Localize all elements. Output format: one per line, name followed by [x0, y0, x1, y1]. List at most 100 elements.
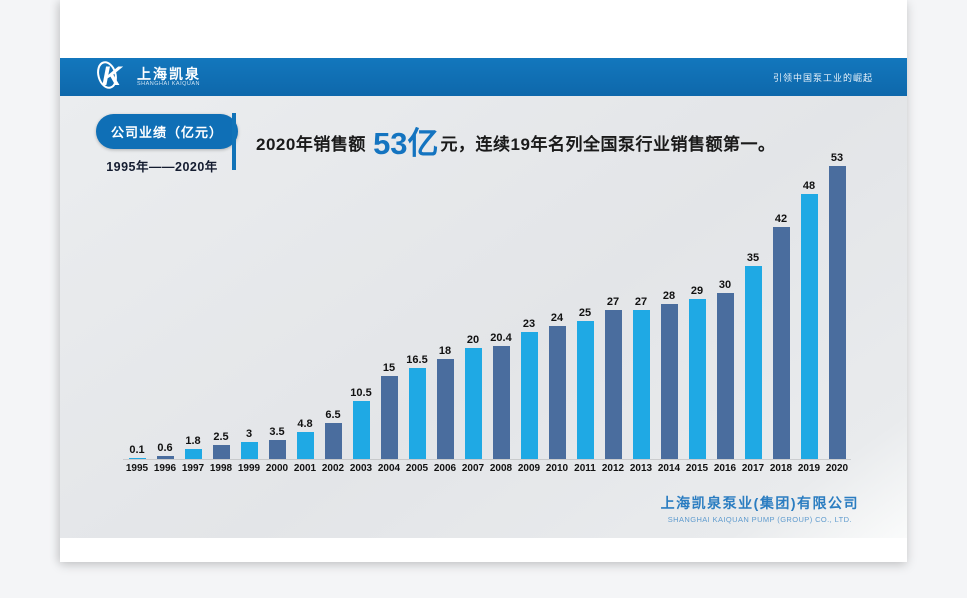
bar-column: 28: [655, 290, 683, 459]
footer-company: 上海凯泉泵业(集团)有限公司 SHANGHAI KAIQUAN PUMP (GR…: [661, 493, 859, 524]
bar-value-label: 24: [550, 312, 564, 324]
bar-value-label: 3.5: [269, 426, 285, 438]
bar-column: 2.5: [207, 431, 235, 459]
x-tick-label: 2011: [574, 463, 596, 474]
bar-column: 0.6: [151, 442, 179, 459]
bar-column: 42: [767, 213, 795, 459]
bar-column: 27: [599, 296, 627, 459]
x-tick-label: 1997: [181, 463, 205, 474]
logo-text-cn: 上海凯泉: [137, 65, 201, 82]
bar: [688, 299, 706, 459]
bar-column: 48: [795, 180, 823, 459]
x-tick-label: 2014: [657, 463, 681, 474]
bar: [296, 432, 314, 459]
bar-column: 29: [683, 285, 711, 459]
x-tick-label: 2003: [349, 463, 373, 474]
bar: [828, 166, 846, 459]
slide-content: 公司业绩（亿元） 1995年——2020年 2020年销售额 53亿 元，连续19…: [60, 96, 907, 538]
headline-highlight: 53亿: [373, 126, 439, 161]
bar: [128, 458, 146, 459]
bar: [632, 310, 650, 459]
headline-prefix: 2020年销售额: [256, 135, 366, 154]
kaiquan-logo-icon: K: [94, 60, 130, 95]
bar-value-label: 30: [718, 279, 732, 291]
bar: [184, 449, 202, 459]
bar-value-label: 48: [802, 180, 816, 192]
x-tick-label: 2001: [293, 463, 317, 474]
bar-value-label: 4.8: [297, 418, 313, 430]
bar-value-label: 10.5: [350, 387, 372, 399]
bar-column: 30: [711, 279, 739, 459]
x-tick-label: 2013: [629, 463, 653, 474]
bar: [268, 440, 286, 459]
bar-column: 53: [823, 152, 851, 459]
bar-value-label: 2.5: [213, 431, 229, 443]
x-tick-label: 2009: [517, 463, 541, 474]
footer-company-cn: 上海凯泉泵业(集团)有限公司: [660, 495, 859, 511]
footer-company-en: SHANGHAI KAIQUAN PUMP (GROUP) CO., LTD.: [667, 515, 852, 524]
bar-column: 16.5: [403, 354, 431, 459]
bar-chart-x-axis: 1995 1996 1997 1998 1999 2000 2001 2002 2003 2004…: [123, 463, 851, 474]
bar: [324, 423, 342, 459]
x-tick-label: 2010: [545, 463, 569, 474]
bar-column: 24: [543, 312, 571, 459]
bar: [716, 293, 734, 459]
bar-value-label: 35: [746, 252, 760, 264]
bar-column: 20.4: [487, 332, 515, 459]
bar: [436, 359, 454, 459]
bar-chart-bars: 0.1 0.6 1.8 2.5 3 3.5 4.8 6.5 10.5 15 16.5 18 20 20.4…: [123, 150, 851, 460]
header-band: K 上海凯泉 SHANGHAI KAIQUAN 引领中国泵工业的崛起: [60, 58, 907, 96]
year-range-label: 1995年——2020年: [106, 160, 218, 174]
bar: [352, 401, 370, 459]
logo-text-en: SHANGHAI KAIQUAN: [137, 80, 201, 87]
x-tick-label: 2017: [741, 463, 765, 474]
bar: [380, 376, 398, 459]
slide-page: K 上海凯泉 SHANGHAI KAIQUAN 引领中国泵工业的崛起 公司业绩（…: [60, 0, 907, 562]
bar: [408, 368, 426, 459]
bar-value-label: 53: [830, 152, 844, 164]
x-tick-label: 2006: [433, 463, 457, 474]
x-tick-label: 2016: [713, 463, 737, 474]
bar-value-label: 1.8: [185, 435, 201, 447]
x-tick-label: 2007: [461, 463, 485, 474]
bar-column: 25: [571, 307, 599, 459]
bar-value-label: 27: [606, 296, 620, 308]
header-slogan: 引领中国泵工业的崛起: [772, 72, 873, 83]
bar-column: 3: [235, 428, 263, 459]
bar-column: 35: [739, 252, 767, 459]
bar-column: 4.8: [291, 418, 319, 459]
bar-value-label: 16.5: [406, 354, 428, 366]
bar: [520, 332, 538, 459]
bar-value-label: 20.4: [490, 332, 512, 344]
bar-value-label: 27: [634, 296, 648, 308]
x-tick-label: 2020: [825, 463, 849, 474]
bar: [660, 304, 678, 459]
x-tick-label: 2012: [601, 463, 625, 474]
bar-value-label: 25: [578, 307, 592, 319]
bar: [744, 266, 762, 459]
company-logo: K 上海凯泉 SHANGHAI KAIQUAN: [94, 60, 201, 95]
bar-value-label: 6.5: [325, 409, 341, 421]
x-tick-label: 1996: [153, 463, 177, 474]
bar-value-label: 3: [245, 428, 253, 440]
bar-value-label: 20: [466, 334, 480, 346]
bar-column: 3.5: [263, 426, 291, 459]
title-badge: 公司业绩（亿元）: [96, 114, 239, 149]
title-divider: [232, 113, 236, 170]
bar-value-label: 18: [438, 345, 452, 357]
bar-column: 10.5: [347, 387, 375, 459]
x-tick-label: 2000: [265, 463, 289, 474]
bar-value-label: 0.1: [129, 444, 145, 456]
bar: [800, 194, 818, 459]
bar: [240, 442, 258, 459]
x-tick-label: 1999: [237, 463, 261, 474]
svg-text:K: K: [102, 61, 124, 90]
bar-column: 20: [459, 334, 487, 459]
headline-suffix: 元，连续19年名列全国泵行业销售额第一。: [440, 135, 776, 154]
bar-column: 1.8: [179, 435, 207, 459]
bar: [464, 348, 482, 459]
x-tick-label: 2002: [321, 463, 345, 474]
x-tick-label: 2018: [769, 463, 793, 474]
x-tick-label: 2019: [797, 463, 821, 474]
